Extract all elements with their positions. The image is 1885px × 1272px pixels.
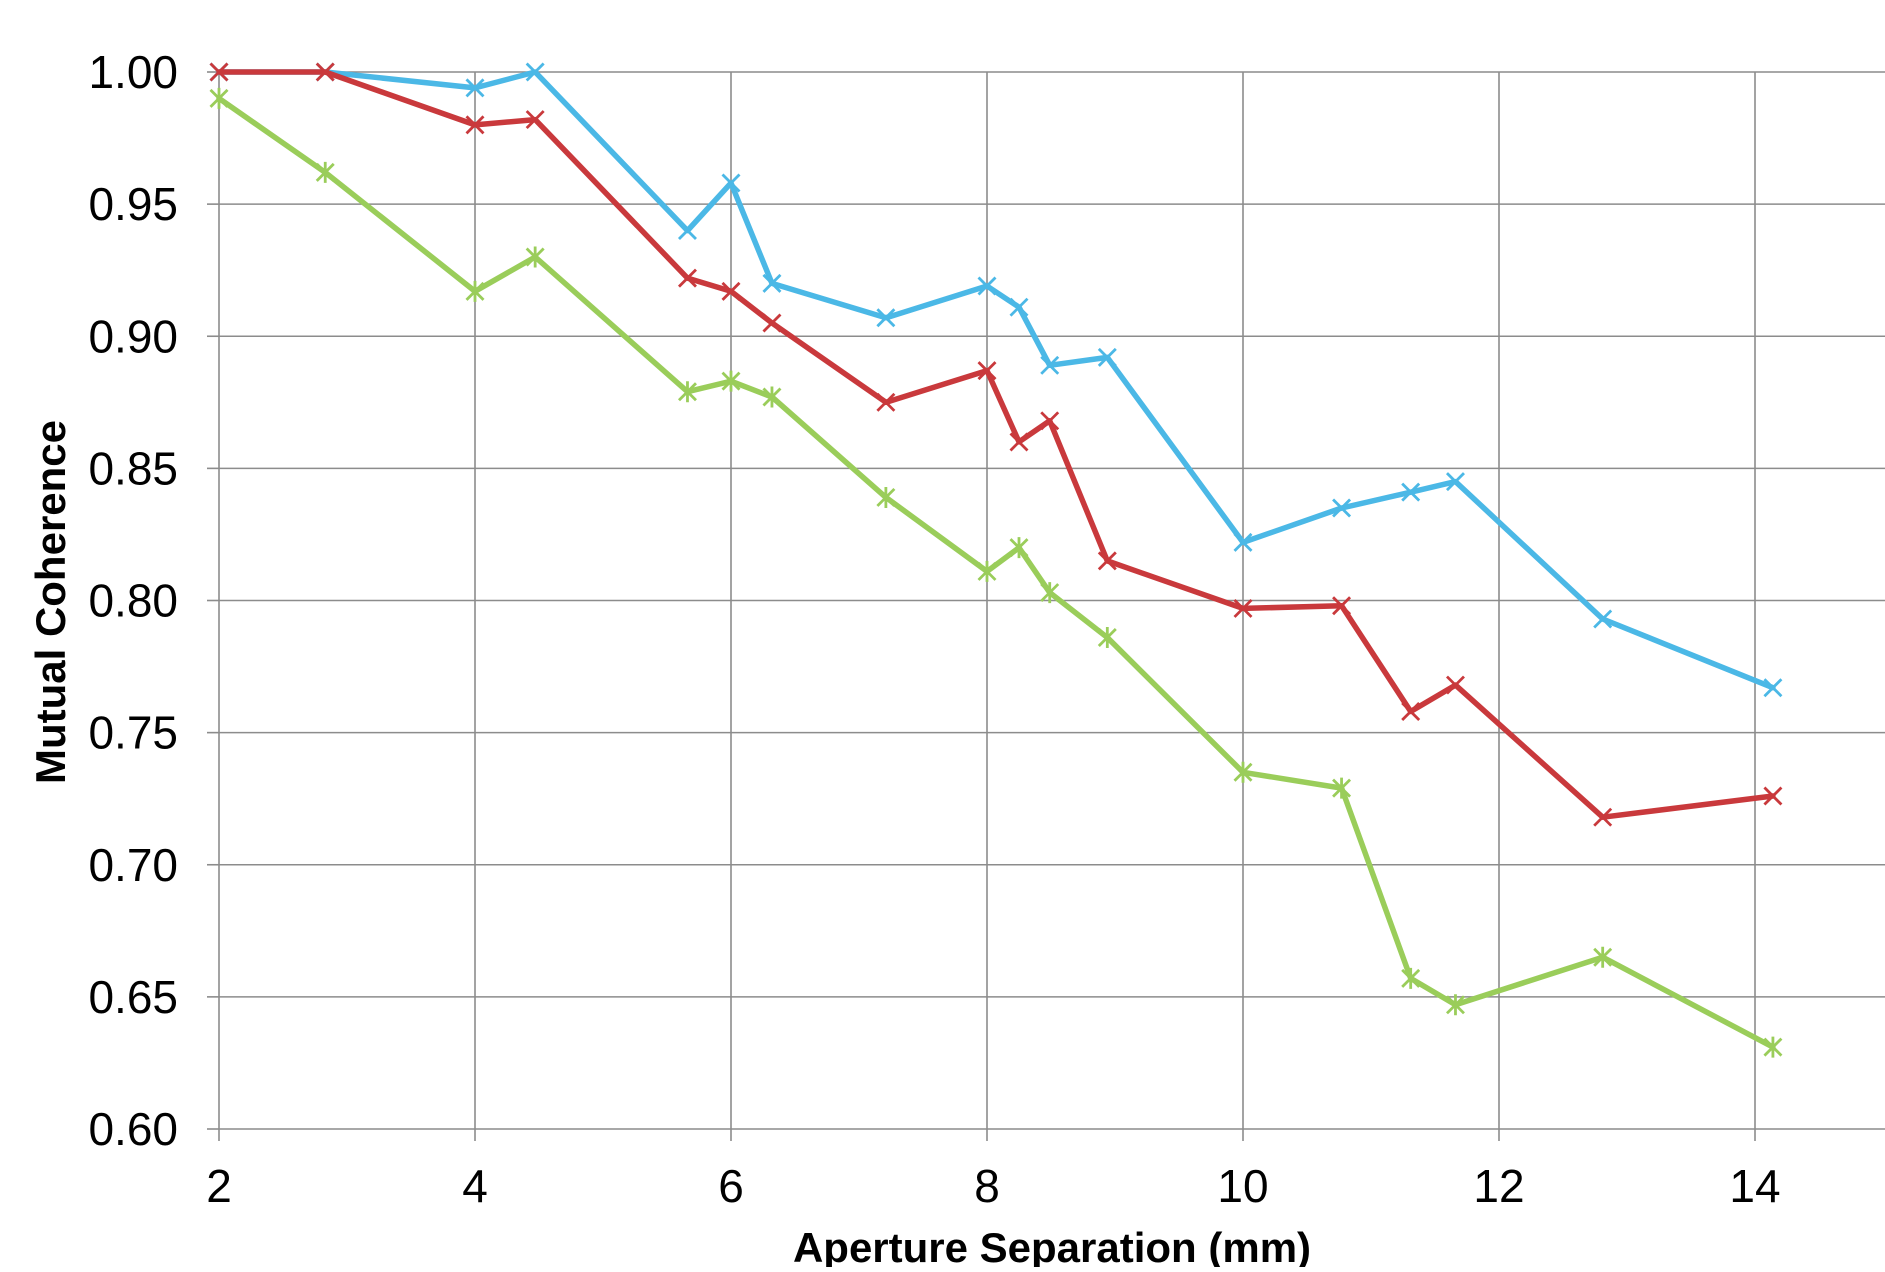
data-point-marker — [1097, 347, 1117, 367]
data-point-marker — [876, 392, 896, 412]
data-point-marker — [1763, 786, 1783, 806]
x-tick-label: 2 — [206, 1160, 232, 1212]
data-point-marker — [465, 115, 485, 135]
data-point-marker — [876, 308, 896, 328]
y-axis-title: Mutual Coherence — [27, 420, 74, 784]
series-line — [216, 95, 1776, 1050]
y-tick-label: 0.75 — [88, 707, 178, 759]
x-tick-label: 6 — [718, 1160, 744, 1212]
data-point-marker — [677, 268, 697, 288]
series-layer — [209, 62, 1783, 1058]
data-point-marker — [1332, 498, 1352, 518]
x-axis-title: Aperture Separation (mm) — [793, 1224, 1311, 1267]
y-tick-label: 0.85 — [88, 442, 178, 494]
data-point-marker — [1233, 761, 1253, 783]
data-point-marker — [1593, 609, 1613, 629]
data-point-marker — [1401, 482, 1421, 502]
series-2 — [209, 62, 1783, 827]
data-point-marker — [1009, 432, 1029, 452]
data-point-marker — [1445, 994, 1465, 1016]
data-point-marker — [315, 62, 335, 82]
x-tick-label: 14 — [1729, 1160, 1780, 1212]
series-1 — [209, 62, 1783, 698]
series-line — [216, 69, 1776, 691]
x-tick-label: 8 — [974, 1160, 1000, 1212]
data-point-marker — [525, 62, 545, 82]
data-point-marker — [762, 313, 782, 333]
data-point-marker — [1401, 967, 1421, 989]
data-point-marker — [209, 62, 229, 82]
data-point-marker — [1040, 582, 1060, 604]
data-point-marker — [977, 361, 997, 381]
data-point-marker — [525, 246, 545, 268]
y-tick-label: 0.65 — [88, 971, 178, 1023]
data-point-marker — [1233, 532, 1253, 552]
y-tick-label: 0.60 — [88, 1103, 178, 1155]
data-point-marker — [315, 161, 335, 183]
data-point-marker — [1401, 701, 1421, 721]
data-point-marker — [721, 173, 741, 193]
y-tick-label: 0.90 — [88, 310, 178, 362]
data-point-marker — [1445, 472, 1465, 492]
data-point-marker — [1445, 675, 1465, 695]
data-point-marker — [1332, 596, 1352, 616]
data-point-marker — [1040, 411, 1060, 431]
data-point-marker — [677, 381, 697, 403]
series-3 — [209, 87, 1783, 1058]
y-tick-label: 0.70 — [88, 839, 178, 891]
x-tick-label: 12 — [1473, 1160, 1524, 1212]
series-line — [216, 69, 1776, 820]
grid-lines — [207, 71, 1885, 1141]
data-point-marker — [677, 221, 697, 241]
y-tick-label: 0.80 — [88, 575, 178, 627]
data-point-marker — [977, 560, 997, 582]
data-point-marker — [1009, 297, 1029, 317]
data-point-marker — [876, 486, 896, 508]
x-tick-label: 10 — [1217, 1160, 1268, 1212]
data-point-marker — [1593, 946, 1613, 968]
data-point-marker — [762, 273, 782, 293]
data-point-marker — [1097, 551, 1117, 571]
data-point-marker — [721, 370, 741, 392]
data-point-marker — [977, 276, 997, 296]
y-tick-label: 0.95 — [88, 178, 178, 230]
data-point-marker — [1332, 777, 1352, 799]
data-point-marker — [1593, 807, 1613, 827]
data-point-marker — [1233, 598, 1253, 618]
data-point-marker — [209, 87, 229, 109]
y-tick-label: 1.00 — [88, 46, 178, 98]
tick-labels: 0.60 0.65 0.70 0.75 0.80 0.85 0.90 0.95 1.00 2 4 6 8… — [88, 46, 1780, 1212]
data-point-marker — [1763, 1036, 1783, 1058]
data-point-marker — [1009, 537, 1029, 559]
data-point-marker — [1763, 678, 1783, 698]
data-point-marker — [762, 386, 782, 408]
data-point-marker — [1040, 355, 1060, 375]
data-point-marker — [1097, 626, 1117, 648]
data-point-marker — [721, 281, 741, 301]
x-tick-label: 4 — [462, 1160, 488, 1212]
data-point-marker — [465, 280, 485, 302]
data-point-marker — [465, 78, 485, 98]
data-point-marker — [525, 110, 545, 130]
